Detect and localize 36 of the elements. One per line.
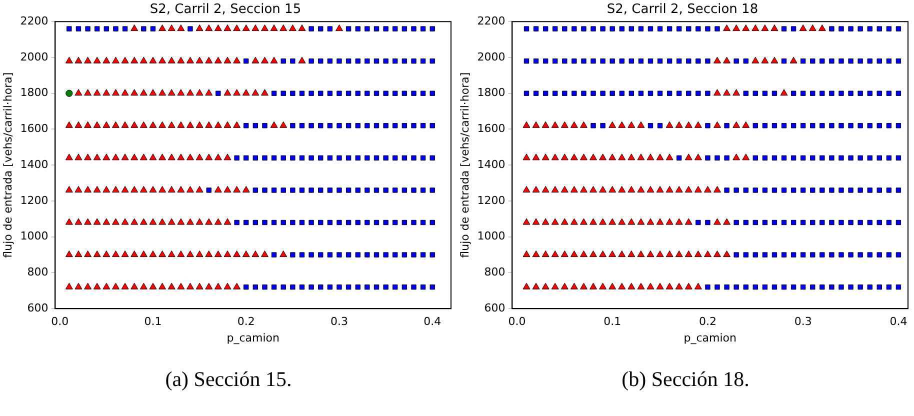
x-tick-label: 0.4	[424, 315, 442, 328]
y-tick-label: 800	[27, 266, 48, 279]
y-tick-label: 2200	[477, 14, 506, 28]
y-tick-label: 1800	[477, 86, 506, 100]
y-tick-label: 1000	[477, 230, 506, 243]
x-tick-label: 0.2	[237, 315, 255, 328]
y-axis-title: flujo de entrada [vehs/carril·hora]	[458, 72, 472, 258]
y-tick-label: 600	[27, 301, 48, 314]
y-tick-label: 1600	[20, 122, 48, 136]
x-axis-title: p_camion	[226, 331, 280, 344]
y-tick-label: 1200	[477, 194, 506, 207]
y-tick-label: 800	[484, 266, 506, 279]
y-tick-label: 2200	[20, 14, 48, 28]
x-tick-label: 0.1	[604, 315, 622, 328]
x-tick-label: 0.1	[144, 315, 162, 328]
y-tick-label: 1000	[20, 230, 48, 243]
text: (b) Sección 18.	[622, 367, 750, 392]
y-tick-label: 1400	[477, 158, 506, 171]
y-axis-title: flujo de entrada [vehs/carril·hora]	[1, 72, 14, 258]
x-tick-label: 0.3	[794, 315, 812, 328]
y-tick-label: 1400	[20, 158, 48, 171]
y-tick-label: 1800	[20, 86, 48, 100]
y-tick-label: 1200	[20, 194, 48, 207]
x-tick-label: 0.0	[51, 315, 69, 328]
text: (a) Sección 15.	[165, 367, 292, 392]
x-tick-label: 0.4	[890, 315, 908, 328]
x-tick-label: 0.2	[698, 315, 716, 328]
chart-title: S2, Carril 2, Seccion 15	[150, 2, 302, 18]
y-tick-label: 1600	[477, 122, 506, 136]
x-tick-label: 0.3	[330, 315, 348, 328]
y-tick-label: 2000	[20, 50, 48, 64]
chart-title: S2, Carril 2, Seccion 18	[606, 2, 758, 18]
y-tick-label: 600	[484, 301, 506, 314]
x-tick-label: 0.0	[508, 315, 526, 328]
y-tick-label: 2000	[477, 50, 506, 64]
x-axis-title: p_camion	[684, 331, 736, 344]
